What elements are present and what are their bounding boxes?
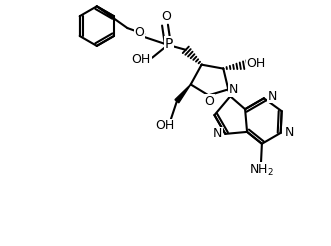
Text: N: N [285,126,294,139]
Text: OH: OH [155,120,175,132]
Text: N: N [228,83,238,96]
Text: OH: OH [246,57,265,70]
Text: N: N [213,127,222,140]
Text: NH$_2$: NH$_2$ [249,163,274,178]
Text: N: N [268,90,277,103]
Text: O: O [161,10,171,23]
Polygon shape [175,84,191,103]
Text: O: O [205,95,214,108]
Text: OH: OH [132,53,151,66]
Text: P: P [165,37,173,51]
Text: O: O [134,26,144,39]
